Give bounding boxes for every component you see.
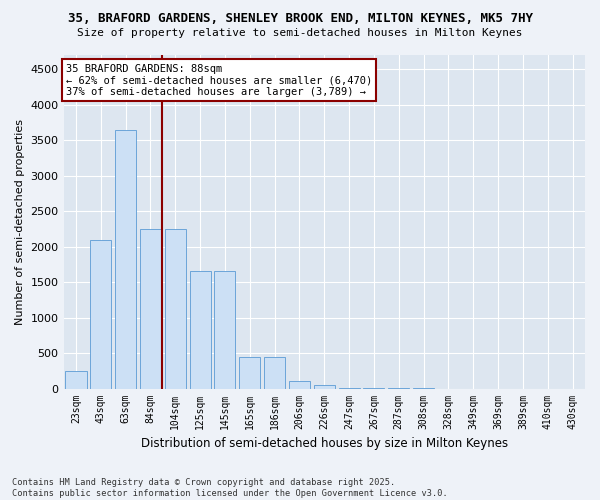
Bar	[190, 272, 211, 388]
Text: Contains HM Land Registry data © Crown copyright and database right 2025.
Contai: Contains HM Land Registry data © Crown c…	[12, 478, 448, 498]
Bar	[264, 356, 285, 388]
Text: 35, BRAFORD GARDENS, SHENLEY BROOK END, MILTON KEYNES, MK5 7HY: 35, BRAFORD GARDENS, SHENLEY BROOK END, …	[67, 12, 533, 26]
Bar	[90, 240, 112, 388]
Bar	[140, 229, 161, 388]
Bar	[165, 229, 186, 388]
Bar	[289, 382, 310, 388]
Text: 35 BRAFORD GARDENS: 88sqm
← 62% of semi-detached houses are smaller (6,470)
37% : 35 BRAFORD GARDENS: 88sqm ← 62% of semi-…	[66, 64, 372, 96]
Bar	[314, 385, 335, 388]
Bar	[214, 272, 235, 388]
X-axis label: Distribution of semi-detached houses by size in Milton Keynes: Distribution of semi-detached houses by …	[141, 437, 508, 450]
Text: Size of property relative to semi-detached houses in Milton Keynes: Size of property relative to semi-detach…	[77, 28, 523, 38]
Bar	[239, 356, 260, 388]
Bar	[65, 371, 86, 388]
Y-axis label: Number of semi-detached properties: Number of semi-detached properties	[15, 119, 25, 325]
Bar	[115, 130, 136, 388]
